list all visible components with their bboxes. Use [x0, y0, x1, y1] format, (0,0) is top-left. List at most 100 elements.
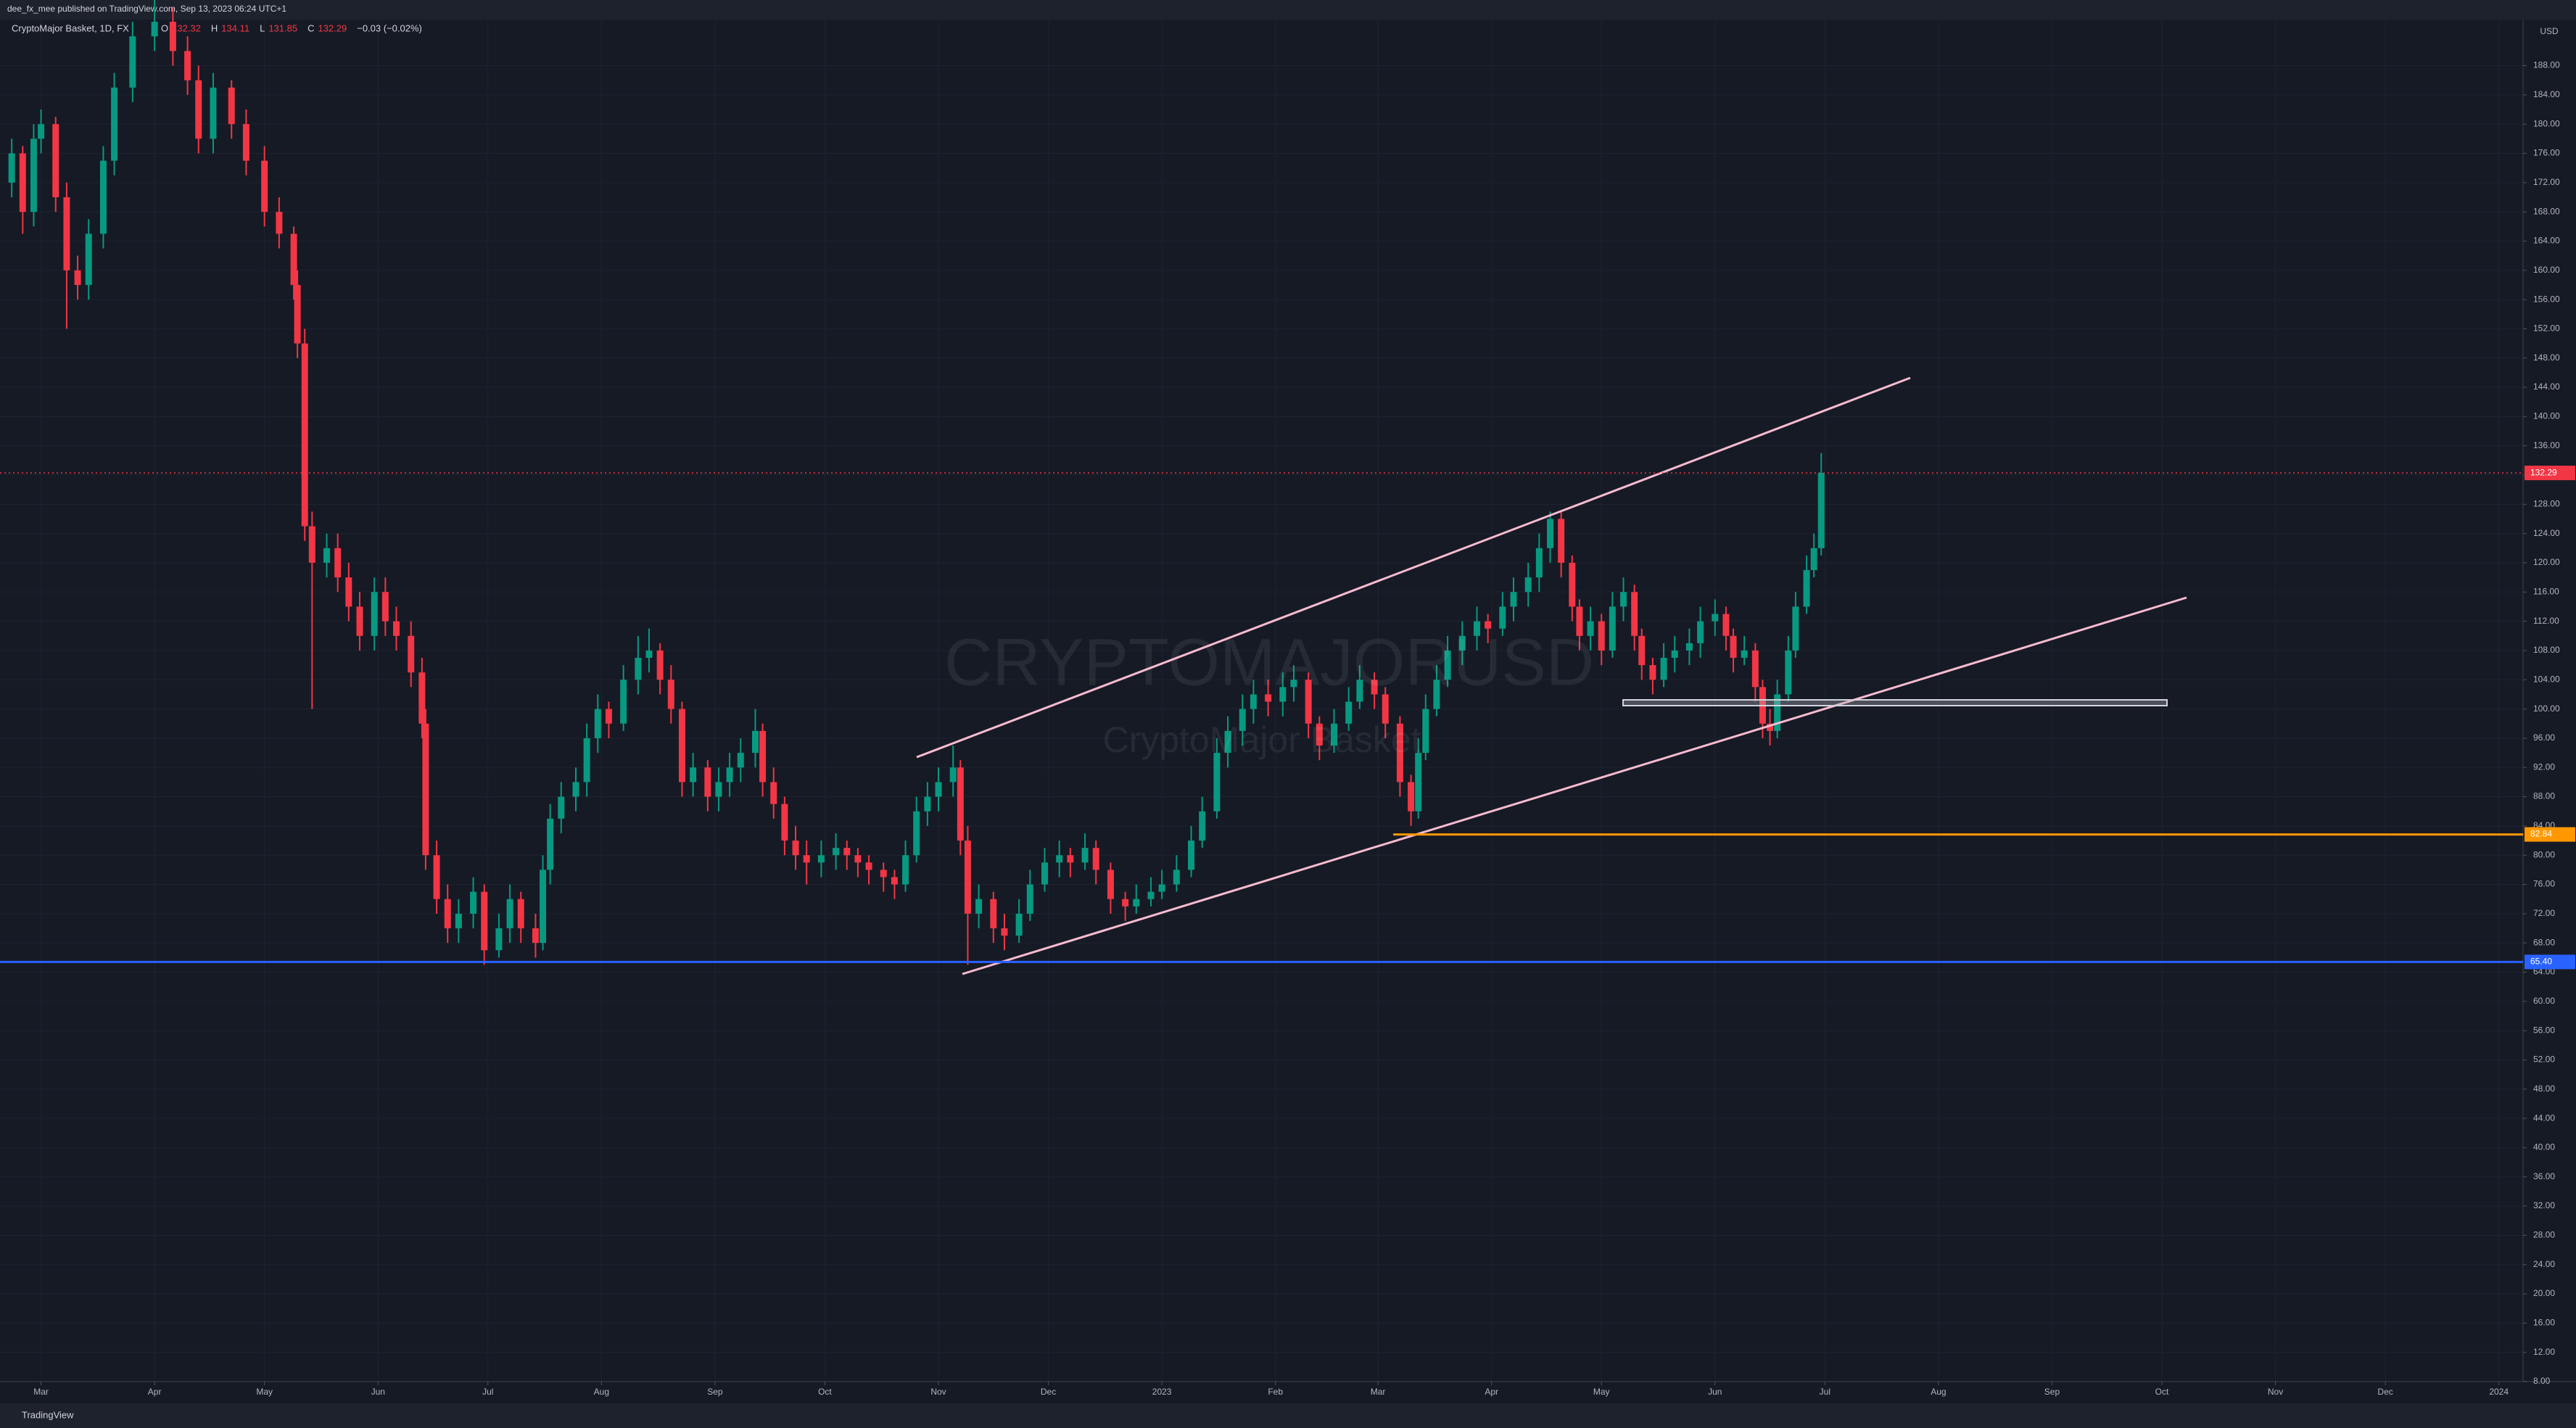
candle-body — [455, 913, 462, 929]
candle-body — [1250, 694, 1257, 709]
candle-body — [1147, 891, 1155, 899]
legend-item: −0.03 (−0.02%) — [357, 22, 422, 33]
candle-body — [1485, 621, 1492, 629]
y-tick-label: 148.00 — [2533, 352, 2560, 363]
candle-body — [770, 782, 777, 804]
candle-body — [1631, 592, 1638, 636]
x-tick-label: Dec — [2377, 1387, 2393, 1397]
y-tick-label: 60.00 — [2533, 996, 2555, 1006]
candle-body — [1473, 621, 1480, 636]
y-tick-label: 96.00 — [2533, 732, 2555, 743]
x-tick-label: Feb — [1268, 1387, 1283, 1397]
y-tick-label: 144.00 — [2533, 381, 2560, 392]
y-tick-label: 88.00 — [2533, 791, 2555, 801]
candle-body — [495, 928, 503, 951]
candle-body — [228, 87, 235, 125]
y-tick-label: 72.00 — [2533, 908, 2555, 918]
y-tick-label: 188.00 — [2533, 60, 2560, 70]
y-tick-label: 8.00 — [2533, 1376, 2551, 1386]
candle-body — [1239, 709, 1246, 731]
candle-body — [444, 899, 451, 929]
candle-body — [865, 862, 872, 870]
legend-item: 134.11 — [221, 22, 249, 33]
x-tick-label: Jul — [482, 1387, 493, 1397]
candle-body — [308, 526, 315, 563]
candle-body — [1685, 643, 1693, 651]
candle-body — [19, 153, 26, 212]
candle-body — [792, 841, 799, 856]
x-tick-label: Oct — [818, 1387, 832, 1397]
candle-body — [949, 767, 957, 783]
candle-body — [1767, 723, 1774, 731]
candle-body — [1638, 635, 1646, 666]
candle-body — [422, 723, 429, 856]
candle-body — [957, 767, 964, 841]
candle-body — [1067, 855, 1074, 863]
y-tick-label: 164.00 — [2533, 236, 2560, 246]
candle-body — [781, 804, 788, 841]
candle-body — [678, 709, 685, 783]
candle-body — [558, 796, 565, 819]
brand: TradingView — [22, 1409, 74, 1420]
candle-body — [481, 891, 488, 951]
candle-body — [715, 782, 722, 797]
x-tick-label: 2023 — [1152, 1387, 1172, 1397]
candle-body — [1660, 658, 1667, 680]
y-tick-label: 184.00 — [2533, 89, 2560, 99]
legend-item: O — [161, 22, 168, 33]
candle-body — [129, 36, 136, 88]
y-tick-label: 180.00 — [2533, 118, 2560, 128]
candle-body — [85, 234, 92, 285]
candle-body — [1224, 730, 1231, 754]
candle-body — [294, 284, 301, 344]
candle-body — [1213, 753, 1221, 812]
candle-body — [30, 139, 37, 212]
y-tick-label: 68.00 — [2533, 937, 2555, 947]
x-tick-label: Dec — [1041, 1387, 1056, 1397]
candle-body — [1569, 562, 1576, 607]
y-tick-label: 12.00 — [2533, 1347, 2555, 1357]
footer-bar — [0, 1403, 2576, 1428]
candle-body — [261, 160, 268, 212]
x-tick-label: May — [1593, 1387, 1610, 1397]
candle-body — [854, 855, 862, 863]
x-tick-label: Aug — [594, 1387, 609, 1397]
candle-body — [540, 870, 547, 944]
candle-body — [620, 680, 627, 724]
candle-body — [880, 870, 887, 878]
candle-body — [1356, 680, 1363, 702]
y-tick-label: 16.00 — [2533, 1318, 2555, 1328]
candle-body — [334, 548, 342, 578]
candle-body — [1535, 548, 1543, 578]
price-label-box — [2525, 466, 2575, 481]
candle-body — [433, 855, 440, 899]
candle-body — [371, 592, 378, 636]
candle-body — [1524, 577, 1532, 593]
legend-item: 132.29 — [318, 22, 347, 33]
candle-body — [1188, 841, 1195, 870]
y-tick-label: 108.00 — [2533, 645, 2560, 655]
candle-body — [1081, 848, 1089, 863]
candle-body — [1444, 650, 1451, 680]
price-label: 132.29 — [2530, 467, 2557, 477]
x-tick-label: Sep — [707, 1387, 723, 1397]
x-tick-label: Aug — [1931, 1387, 1946, 1397]
candle-body — [1415, 753, 1422, 812]
x-tick-label: May — [256, 1387, 273, 1397]
candle-body — [902, 855, 909, 885]
candle-body — [517, 899, 524, 929]
price-label: 82.84 — [2530, 829, 2552, 839]
candle-body — [935, 782, 942, 797]
candle-body — [1785, 650, 1792, 695]
watermark: CRYPTOMAJORUSD — [944, 625, 1594, 699]
candle-body — [1817, 473, 1825, 548]
legend-item: 131.85 — [268, 22, 297, 33]
candle-body — [52, 124, 59, 197]
y-tick-label: 44.00 — [2533, 1113, 2555, 1123]
y-tick-label: 156.00 — [2533, 294, 2560, 304]
candle-body — [1041, 862, 1048, 885]
candle-body — [111, 87, 118, 161]
candle-body — [169, 22, 176, 51]
candle-body — [1396, 723, 1403, 783]
